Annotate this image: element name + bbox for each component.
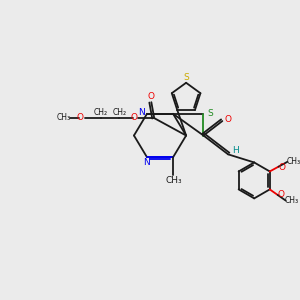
Text: O: O [77, 113, 84, 122]
Text: S: S [207, 109, 213, 118]
Text: N: N [144, 158, 150, 167]
Text: S: S [184, 73, 190, 82]
Text: CH₃: CH₃ [286, 158, 300, 166]
Text: O: O [130, 113, 137, 122]
Text: CH₃: CH₃ [56, 113, 70, 122]
Text: O: O [278, 190, 285, 200]
Text: CH₂: CH₂ [112, 108, 127, 117]
Text: O: O [224, 115, 231, 124]
Text: N: N [138, 108, 145, 117]
Text: CH₃: CH₃ [285, 196, 299, 205]
Text: O: O [278, 163, 286, 172]
Text: O: O [147, 92, 154, 101]
Text: H: H [232, 146, 239, 154]
Text: CH₂: CH₂ [94, 108, 108, 117]
Text: CH₃: CH₃ [165, 176, 182, 185]
